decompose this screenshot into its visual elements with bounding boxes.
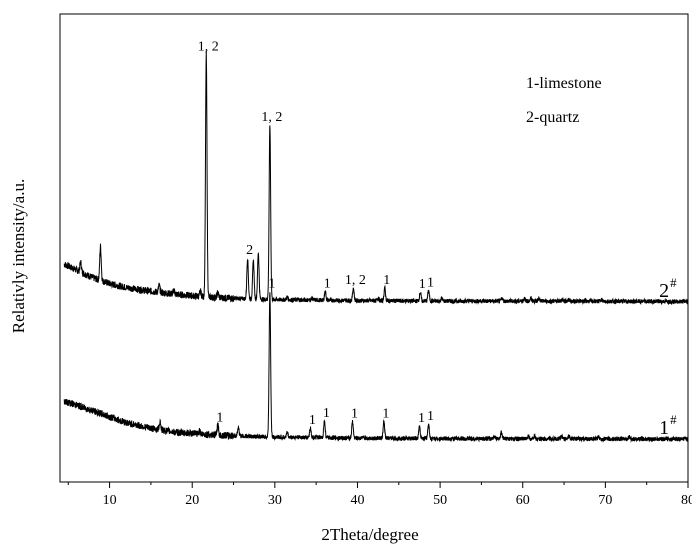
- x-tick-label-80: 80: [681, 493, 692, 508]
- peak-label-2#-7: 1: [427, 275, 434, 290]
- peak-label-1#-4: 1: [351, 407, 358, 422]
- peak-label-2#-4: 1, 2: [345, 273, 366, 288]
- x-tick-label-40: 40: [350, 493, 364, 508]
- peak-label-1#-5: 1: [382, 407, 389, 422]
- x-tick-label-50: 50: [433, 493, 447, 508]
- series-label-sup-1#: #: [670, 412, 677, 427]
- plot-frame: [59, 13, 689, 483]
- trace-2#: [63, 51, 689, 306]
- legend-line-1: 1-limestone: [526, 75, 602, 92]
- series-label-1#: 1: [659, 417, 669, 439]
- trace-1#: [63, 292, 689, 443]
- peak-label-1#-6: 1: [418, 411, 425, 426]
- peak-label-1#-7: 1: [427, 409, 434, 424]
- legend-line-2: 2-quartz: [526, 109, 579, 126]
- peak-label-2#-5: 1: [383, 273, 390, 288]
- x-tick-label-20: 20: [185, 493, 199, 508]
- peak-label-1#-1: 1: [216, 410, 223, 425]
- x-axis-label: 2Theta/degree: [321, 525, 418, 544]
- x-tick-label-70: 70: [598, 493, 612, 508]
- peak-label-1#-3: 1: [323, 406, 330, 421]
- peak-label-2#-2: 2: [246, 243, 253, 258]
- y-axis-label: Relativly intensity/a.u.: [9, 179, 28, 333]
- peak-label-1#-0: 1: [268, 276, 275, 291]
- legend: 1-limestone 2-quartz: [526, 75, 602, 126]
- x-axis-ticks: 10 20 30 40 50 60 70 80: [67, 482, 692, 508]
- peak-label-1#-2: 1: [309, 413, 316, 428]
- diffraction-traces: [63, 51, 689, 443]
- peak-label-2#-6: 1: [419, 277, 426, 292]
- peak-label-2#-1: 1, 2: [261, 110, 282, 125]
- peak-label-2#-0: 1, 2: [198, 39, 219, 54]
- x-tick-label-60: 60: [516, 493, 530, 508]
- peak-label-2#-3: 1: [324, 276, 331, 291]
- series-label-2#: 2: [659, 280, 669, 302]
- x-tick-label-10: 10: [103, 493, 117, 508]
- series-label-sup-2#: #: [670, 275, 677, 290]
- x-tick-label-30: 30: [268, 493, 282, 508]
- peak-annotations: 1, 21, 221 1, 2 1 1 111 1 1 1 1 1 1: [198, 39, 434, 427]
- series-labels: 2 #1 #: [659, 275, 677, 439]
